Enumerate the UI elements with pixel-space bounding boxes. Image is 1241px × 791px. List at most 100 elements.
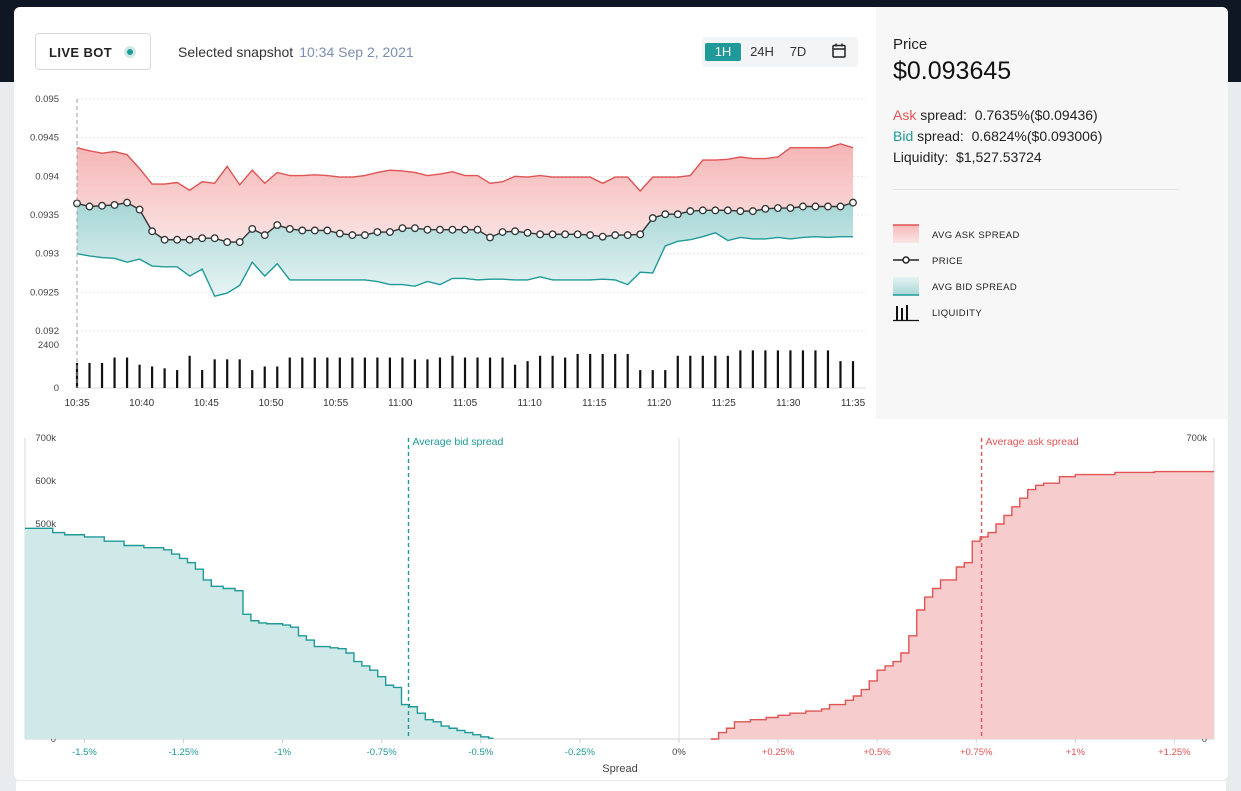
range-1h-button[interactable]: 1H: [705, 43, 741, 61]
price-point: [798, 202, 807, 211]
liquidity-bar: [438, 357, 442, 388]
depth-x-tick-label: +0.25%: [762, 747, 795, 758]
price-point: [673, 210, 682, 219]
depth-x-tick-label: -1.25%: [168, 747, 199, 758]
ask-spread-row: Ask spread: 0.7635%($0.09436): [893, 107, 1098, 123]
bottom-card-edge: [16, 781, 1226, 791]
calendar-icon[interactable]: [832, 43, 846, 58]
liquidity-bar: [826, 350, 830, 388]
price-point: [123, 198, 132, 207]
liquidity-bar: [288, 357, 291, 388]
liquidity-bar: [614, 353, 617, 388]
ts-x-tick-label: 11:15: [582, 398, 607, 409]
price-point: [836, 202, 845, 211]
price-point: [824, 202, 832, 211]
price-point: [849, 198, 857, 207]
ask-spread-value: 0.7635%($0.09436): [974, 107, 1098, 123]
liquidity-bar: [401, 357, 404, 388]
depth-x-tick-label: -0.75%: [367, 747, 398, 758]
price-point: [235, 238, 244, 247]
depth-x-tick-label: +1%: [1066, 747, 1086, 758]
legend-price: PRICE: [893, 250, 1193, 274]
range-24h-button[interactable]: 24H: [750, 44, 774, 59]
price-point: [85, 202, 94, 211]
liquidity-bar: [238, 359, 241, 388]
liquidity-bar: [689, 355, 692, 388]
price-point: [748, 207, 757, 216]
bid-spread-row: Bid spread: 0.6824%($0.093006): [893, 128, 1103, 144]
liquidity-bar: [413, 359, 417, 388]
liquidity-bar: [714, 355, 717, 388]
liquidity-bar: [564, 357, 567, 388]
liquidity-bar: [538, 355, 542, 388]
price-line-swatch-icon: [893, 256, 919, 264]
price-value: $0.093645: [893, 57, 1012, 85]
ts-y-tick-label: 0.094: [35, 171, 59, 182]
liquidity-bar: [776, 350, 780, 388]
price-point: [611, 231, 620, 240]
liquidity-bar: [801, 350, 805, 388]
price-point: [761, 204, 770, 213]
depth-y-tick-left: 500k: [35, 519, 56, 530]
bid-spread-area: [77, 202, 853, 297]
ts-y-tick-label: 0.093: [35, 249, 59, 260]
price-point: [636, 230, 645, 239]
price-spread-chart[interactable]: 0.095 0.0945 0.094 0.0935 0.093 0.0925 0.092 24…: [14, 7, 876, 419]
ask-depth-line: [710, 470, 1214, 740]
ts-x-tick-label: 11:25: [712, 398, 737, 409]
live-bot-toggle[interactable]: LIVE BOT: [35, 33, 151, 70]
liquidity-bar: [726, 355, 729, 388]
depth-y-tick-left: 0: [51, 734, 56, 745]
price-point: [448, 225, 457, 234]
liquidity-bar: [639, 370, 642, 388]
liquidity-bar: [376, 357, 379, 388]
snapshot-time: 10:34 Sep 2, 2021: [299, 44, 414, 60]
range-7d-button[interactable]: 7D: [789, 44, 807, 59]
price-point: [260, 231, 269, 240]
ts-x-tick-label: 10:40: [129, 398, 154, 409]
liquidity-bar: [125, 357, 129, 388]
ts-x-tick-label: 10:35: [64, 398, 89, 409]
depth-y-tick-right: 0: [1202, 734, 1207, 745]
liquidity-bar: [664, 370, 667, 388]
depth-x-tick-label: +0.5%: [864, 747, 892, 758]
price-point: [723, 206, 732, 215]
price-point: [711, 206, 720, 215]
ts-x-tick-label: 10:55: [323, 398, 348, 409]
liquidity-bar: [601, 353, 604, 388]
bid-spread-value: 0.6824%($0.093006): [971, 128, 1103, 144]
liquidity-bar: [326, 357, 329, 388]
liquidity-bar: [188, 355, 191, 388]
liquidity-bar: [739, 350, 742, 388]
liquidity-bar: [589, 353, 592, 388]
price-point: [160, 235, 169, 244]
price-point: [436, 225, 444, 234]
liquidity-bar: [839, 361, 842, 388]
legend-ask-spread: AVG ASK SPREAD: [893, 224, 1193, 248]
price-point: [385, 228, 394, 236]
depth-x-tick-label: -1.5%: [72, 747, 97, 758]
price-point: [586, 231, 595, 240]
liquidity-bar: [388, 357, 392, 388]
price-point: [661, 210, 670, 219]
depth-x-tick-label: -1%: [274, 747, 291, 758]
selected-snapshot: Selected snapshot 10:34 Sep 2, 2021: [178, 44, 414, 60]
ask-spread-swatch-icon: [893, 224, 919, 243]
price-point: [223, 238, 232, 247]
price-point: [173, 235, 182, 244]
depth-chart[interactable]: 700k700k600k600k500k500k400k400k300k300k…: [14, 419, 1228, 780]
side-divider: [893, 189, 1178, 190]
price-point: [335, 229, 344, 238]
liquidity-bar: [176, 370, 179, 388]
liquidity-bar: [363, 357, 366, 388]
live-status-icon: [124, 46, 136, 58]
price-point: [135, 205, 144, 214]
liquidity-bar: [676, 355, 679, 388]
ts-x-tick-label: 11:30: [776, 398, 801, 409]
snapshot-card: LIVE BOT Selected snapshot 10:34 Sep 2, 2…: [14, 7, 1228, 780]
price-point: [698, 206, 707, 215]
liquidity-bar: [789, 350, 792, 388]
price-label: Price: [893, 36, 928, 53]
liquidity-bar: [426, 359, 429, 388]
price-point: [398, 224, 407, 233]
